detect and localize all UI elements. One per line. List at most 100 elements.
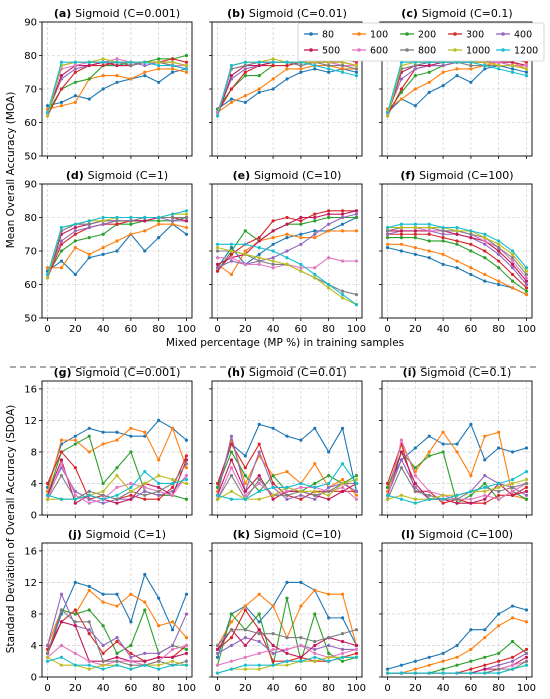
- panel-8-point-100: [469, 473, 473, 478]
- panel-5-point-200: [469, 249, 473, 253]
- legend-label-100: 100: [370, 30, 388, 41]
- panel-7-point-80: [243, 454, 247, 458]
- panel-0-point-80: [143, 74, 147, 78]
- panel-7-point-300: [243, 466, 247, 470]
- panel-11-point-100: [510, 616, 515, 620]
- panel-11-point-80: [455, 643, 459, 648]
- panel-5-point-80: [399, 249, 404, 253]
- panel-8-title-text: Sigmoid (C=0.1): [420, 366, 511, 379]
- panel-6-point-600: [170, 493, 175, 497]
- panel-7-point-200: [229, 450, 234, 454]
- panel-9-point-800: [87, 620, 91, 624]
- panel-7-point-200: [354, 473, 359, 478]
- panel-4-title: (e) Sigmoid (C=10): [233, 169, 342, 182]
- panel-0-point-100: [170, 67, 175, 71]
- panel-5-point-80: [427, 256, 431, 260]
- panel-0-point-1200: [101, 60, 105, 64]
- legend-marker-200: [405, 32, 409, 36]
- panel-5-point-100: [510, 286, 515, 290]
- panel-4-point-300: [215, 269, 220, 273]
- panel-2-point-400: [413, 67, 417, 71]
- panel-3-series-500: [47, 216, 187, 278]
- panel-8-point-200: [469, 493, 473, 497]
- panel-11-point-80: [524, 608, 529, 612]
- panel-5-point-1000: [413, 225, 417, 230]
- panel-7-point-200: [313, 481, 317, 486]
- panel-0-point-400: [73, 67, 77, 71]
- panel-6-title: (g) Sigmoid (C=0.001): [54, 366, 181, 379]
- panel-1-point-800: [243, 63, 247, 68]
- panel-6-point-300: [184, 454, 189, 458]
- panel-9-xtick-label: 60: [125, 683, 138, 694]
- panel-10-point-500: [299, 655, 303, 659]
- panel-4-point-100: [313, 236, 317, 240]
- panel-10-point-600: [354, 647, 359, 652]
- panel-10-point-1200: [285, 659, 289, 663]
- panel-2-point-1000: [497, 63, 501, 68]
- panel-10-point-100: [299, 604, 303, 608]
- panel-3-point-400: [87, 225, 91, 230]
- panel-7-point-600: [229, 466, 234, 470]
- panel-7-point-80: [257, 422, 261, 426]
- panel-5-point-300: [455, 239, 459, 243]
- panel-4-point-400: [340, 215, 345, 220]
- panel-7-point-400: [257, 450, 261, 454]
- panel-3-point-80: [184, 232, 189, 236]
- panel-9-point-1200: [73, 663, 77, 667]
- panel-7-point-200: [327, 473, 331, 478]
- panel-8-point-80: [510, 450, 515, 454]
- panel-7-point-800: [257, 477, 261, 482]
- panel-10-point-1000: [327, 655, 331, 659]
- panel-2-point-1200: [497, 67, 501, 71]
- panel-11-point-200: [455, 663, 459, 667]
- panel-8-point-500: [510, 493, 515, 497]
- panel-10-point-100: [243, 604, 247, 608]
- panel-4-point-600: [354, 259, 359, 263]
- panel-3-point-1000: [45, 276, 50, 280]
- panel-6-point-200: [101, 481, 105, 486]
- legend-marker-300: [453, 32, 457, 36]
- panel-3-point-80: [87, 256, 91, 260]
- panel-5-point-200: [497, 266, 501, 270]
- panel-7-point-300: [299, 497, 303, 501]
- panel-8-point-500: [524, 489, 529, 493]
- panel-7-point-100: [285, 470, 289, 474]
- panel-5-point-100: [441, 252, 445, 256]
- panel-7-point-1000: [215, 497, 220, 501]
- panel-7-point-400: [354, 489, 359, 493]
- panel-8-point-1200: [427, 497, 431, 501]
- panel-11-xtick-label: 100: [517, 683, 536, 694]
- panel-7-point-1200: [243, 497, 247, 501]
- panel-11-point-400: [524, 651, 529, 655]
- panel-10-point-400: [340, 647, 345, 652]
- panel-9-point-1200: [157, 667, 161, 671]
- panel-2-point-100: [399, 97, 404, 101]
- panel-4-point-1200: [285, 256, 289, 260]
- panel-5-point-500: [497, 249, 501, 253]
- panel-0-point-80: [45, 104, 50, 108]
- panel-3-point-100: [129, 232, 133, 236]
- panel-7-point-400: [299, 493, 303, 497]
- panel-0-point-80: [59, 100, 64, 104]
- panel-5-point-500: [524, 279, 529, 283]
- panel-6-point-100: [59, 438, 64, 442]
- panel-10-point-80: [285, 580, 289, 585]
- panel-6-point-1200: [115, 493, 119, 497]
- panel-9-point-400: [115, 635, 119, 640]
- panel-11-point-80: [399, 663, 404, 667]
- panel-6-point-80: [87, 426, 91, 430]
- panel-6-ytick-label: 0: [31, 511, 37, 522]
- panel-10-point-400: [271, 651, 275, 655]
- panel-0-title-text: Sigmoid (C=0.001): [75, 7, 180, 20]
- panel-9-point-80: [101, 592, 105, 596]
- panel-8-point-1200: [441, 497, 445, 501]
- panel-5-series-500: [387, 230, 527, 282]
- panel-7-point-200: [243, 473, 247, 478]
- panel-5-point-500: [510, 262, 515, 266]
- panel-10-point-600: [285, 647, 289, 652]
- panel-0-point-1000: [184, 63, 189, 68]
- panel-7-point-100: [313, 462, 317, 466]
- panel-11-xtick-label: 60: [465, 683, 478, 694]
- panel-3-point-800: [184, 215, 189, 220]
- panel-0-point-1200: [73, 60, 77, 64]
